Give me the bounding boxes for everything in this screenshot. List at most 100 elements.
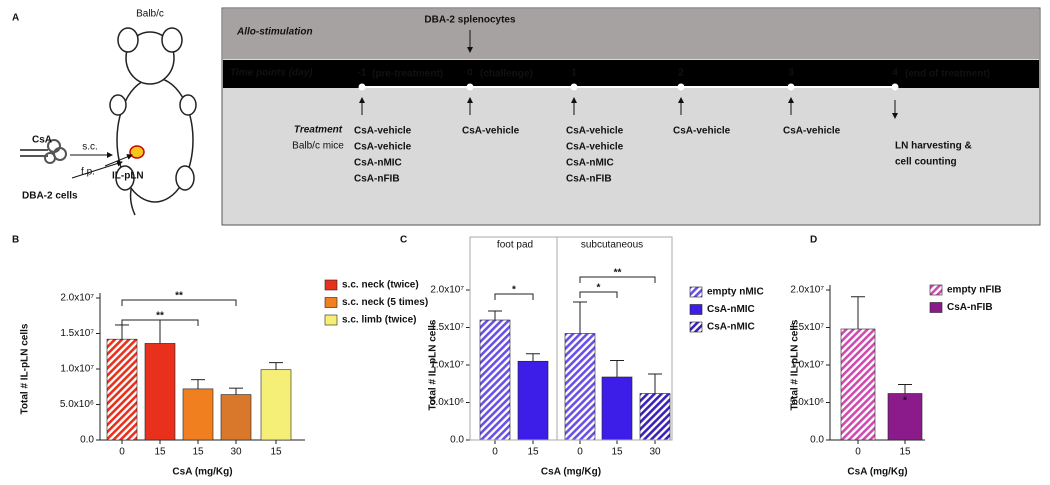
y-tick-label: 2.0x10⁷ xyxy=(790,285,824,296)
drug-label: CsA xyxy=(32,135,52,146)
treatment-item: CsA-nMIC xyxy=(354,158,402,169)
bar xyxy=(182,388,214,441)
treatment-title: Treatment xyxy=(294,125,343,136)
panel-label: A xyxy=(12,13,19,24)
stim-title: Allo-stimulation xyxy=(236,27,313,38)
time-day: 2 xyxy=(678,68,684,79)
significance-label: * xyxy=(597,283,601,294)
time-note: (pre-treatment) xyxy=(372,69,443,80)
legend-label: CsA-nMIC xyxy=(707,322,755,333)
legend-swatch xyxy=(324,279,338,291)
x-tick-label: 15 xyxy=(270,447,282,458)
y-axis-label: Total # IL-pLN cells xyxy=(790,319,801,410)
time-note: (end of treatment) xyxy=(905,69,990,80)
stim-band xyxy=(223,9,1039,59)
y-tick-label: 1.5x10⁷ xyxy=(430,322,464,333)
node-label: IL-pLN xyxy=(112,171,144,182)
x-axis-label: CsA (mg/Kg) xyxy=(541,467,601,478)
y-tick-label: 5.0x10⁶ xyxy=(430,397,464,408)
time-dot xyxy=(787,83,795,91)
legend-swatch xyxy=(689,321,703,333)
treatment-item: CsA-vehicle xyxy=(354,126,412,137)
y-tick-label: 1.0x10⁷ xyxy=(60,364,94,375)
treatment-item: CsA-vehicle xyxy=(673,126,731,137)
y-tick-label: 1.5x10⁷ xyxy=(790,322,824,333)
x-tick-label: 0 xyxy=(119,447,125,458)
legend-label: s.c. limb (twice) xyxy=(342,315,416,326)
legend-swatch xyxy=(689,304,703,315)
treatment-group: Balb/c mice xyxy=(292,141,344,152)
panel-label: D xyxy=(810,235,817,246)
time-day: 1 xyxy=(571,68,577,79)
x-tick-label: 15 xyxy=(154,447,166,458)
group-label: foot pad xyxy=(497,240,533,251)
legend-swatch xyxy=(929,284,943,296)
time-band xyxy=(223,60,1039,88)
x-tick-label: 30 xyxy=(230,447,242,458)
significance-bracket xyxy=(494,293,534,300)
y-tick-label: 0.0 xyxy=(810,435,824,446)
bar xyxy=(639,393,671,441)
legend-swatch xyxy=(929,302,943,313)
significance-bracket xyxy=(121,299,237,306)
x-axis-label: CsA (mg/Kg) xyxy=(847,467,907,478)
time-day: 0 xyxy=(467,68,473,79)
group-box xyxy=(469,236,673,441)
mouse-label: Balb/c xyxy=(136,9,164,20)
bar xyxy=(260,369,292,441)
time-day: 4 xyxy=(892,68,898,79)
x-tick-label: 0 xyxy=(577,447,583,458)
treatment-item: CsA-vehicle xyxy=(783,126,841,137)
time-dot xyxy=(891,83,899,91)
bar xyxy=(564,333,596,441)
y-tick-label: 0.0 xyxy=(450,435,464,446)
y-tick-label: 0.0 xyxy=(80,435,94,446)
time-dot xyxy=(570,83,578,91)
bar xyxy=(479,319,511,441)
treatment-item: LN harvesting & xyxy=(895,141,972,152)
group-label: subcutaneous xyxy=(581,240,643,251)
bar xyxy=(106,338,138,441)
legend-label: s.c. neck (twice) xyxy=(342,280,419,291)
cells-label: DBA-2 cells xyxy=(22,191,78,202)
y-tick-label: 1.5x10⁷ xyxy=(60,328,94,339)
treatment-item: cell counting xyxy=(895,157,957,168)
x-tick-label: 15 xyxy=(611,447,623,458)
treatment-item: CsA-nFIB xyxy=(566,174,612,185)
treatment-item: CsA-vehicle xyxy=(462,126,520,137)
legend-swatch xyxy=(324,297,338,308)
significance-label: ** xyxy=(156,311,164,322)
panel-label: B xyxy=(12,235,19,246)
arrow xyxy=(104,154,133,167)
treatment-item: CsA-vehicle xyxy=(354,142,412,153)
significance-label: * xyxy=(512,285,516,296)
x-axis-label: CsA (mg/Kg) xyxy=(172,467,232,478)
bar xyxy=(887,393,923,441)
bar xyxy=(840,328,876,441)
bar xyxy=(220,394,252,441)
bar xyxy=(517,360,549,441)
arrow xyxy=(71,160,123,179)
y-tick-label: 2.0x10⁷ xyxy=(430,285,464,296)
mouse-drawing xyxy=(109,27,197,216)
time-note: (challenge) xyxy=(480,69,533,80)
treatment-item: CsA-nFIB xyxy=(354,174,400,185)
time-day: -1 xyxy=(358,68,367,79)
panel-label: C xyxy=(400,235,407,246)
y-tick-label: 5.0x10⁶ xyxy=(60,399,94,410)
x-tick-label: 15 xyxy=(527,447,539,458)
bar xyxy=(144,343,176,441)
x-tick-label: 0 xyxy=(492,447,498,458)
y-axis-label: Total # IL-pLN cells xyxy=(20,323,31,414)
route-label: s.c. xyxy=(82,142,98,153)
time-dot xyxy=(358,83,366,91)
legend-label: empty nMIC xyxy=(707,287,764,298)
x-tick-label: 30 xyxy=(649,447,661,458)
syringe xyxy=(20,139,67,164)
legend-label: empty nFIB xyxy=(947,285,1001,296)
time-dot xyxy=(677,83,685,91)
time-title: Time points (day) xyxy=(230,68,313,79)
significance-label: * xyxy=(903,396,907,407)
legend-swatch xyxy=(689,286,703,298)
legend-swatch xyxy=(324,314,338,326)
